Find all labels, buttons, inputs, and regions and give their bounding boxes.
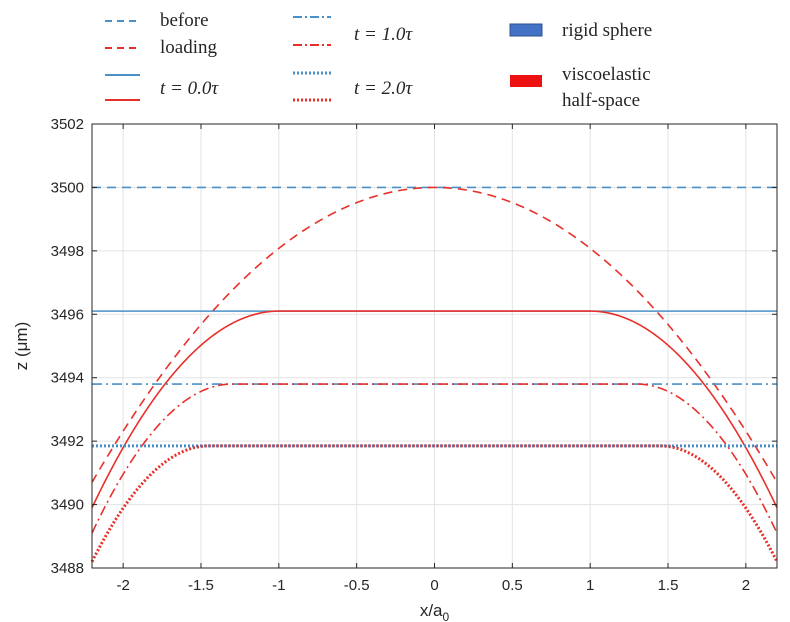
legend-label-loading: loading [160,37,217,58]
x-axis-label: x/a0 [420,601,450,622]
legend-label-t1: t = 1.0τ [354,24,413,45]
x-tick-label: 2 [742,577,750,594]
legend-patch-viscoelastic [510,75,542,87]
legend-label-t0: t = 0.0τ [160,78,219,99]
legend-label-before: before [160,10,209,31]
x-tick-label: -1 [272,577,285,594]
axis-ticks: -2 -1.5 -1 -0.5 0 0.5 1 1.5 2 3488 3490 3492 3494 349… [51,116,777,594]
y-tick-label: 3488 [51,560,84,577]
legend-label-viscoelastic: viscoelastic [562,64,651,85]
legend-patch-rigid-sphere [509,23,543,37]
y-tick-label: 3492 [51,433,84,450]
x-tick-label: 1 [586,577,594,594]
plot-series [90,186,779,563]
y-tick-label: 3502 [51,116,84,133]
series-t2_visco [90,444,779,563]
legend-label-t2: t = 2.0τ [354,78,413,99]
x-tick-label: -0.5 [344,577,370,594]
x-tick-label: 0.5 [502,577,523,594]
series-t1_visco [91,383,778,534]
series-t0_visco [91,310,778,509]
y-tick-label: 3490 [51,497,84,514]
x-tick-label: -2 [116,577,129,594]
series-loading [91,186,778,483]
legend: before loading t = 0.0τ t = 1.0τ t = 2.0… [105,10,652,111]
legend-label-rigid-sphere: rigid sphere [562,20,652,41]
y-tick-label: 3496 [51,306,84,323]
y-tick-label: 3498 [51,243,84,260]
y-axis-label: z (μm) [12,322,31,371]
legend-label-half-space: half-space [562,90,640,111]
x-tick-label: 0 [430,577,438,594]
x-axis-label-subscript: 0 [443,610,450,622]
grid [92,123,777,569]
x-tick-label: -1.5 [188,577,214,594]
y-tick-label: 3500 [51,179,84,196]
x-tick-label: 1.5 [658,577,679,594]
y-tick-label: 3494 [51,370,84,387]
